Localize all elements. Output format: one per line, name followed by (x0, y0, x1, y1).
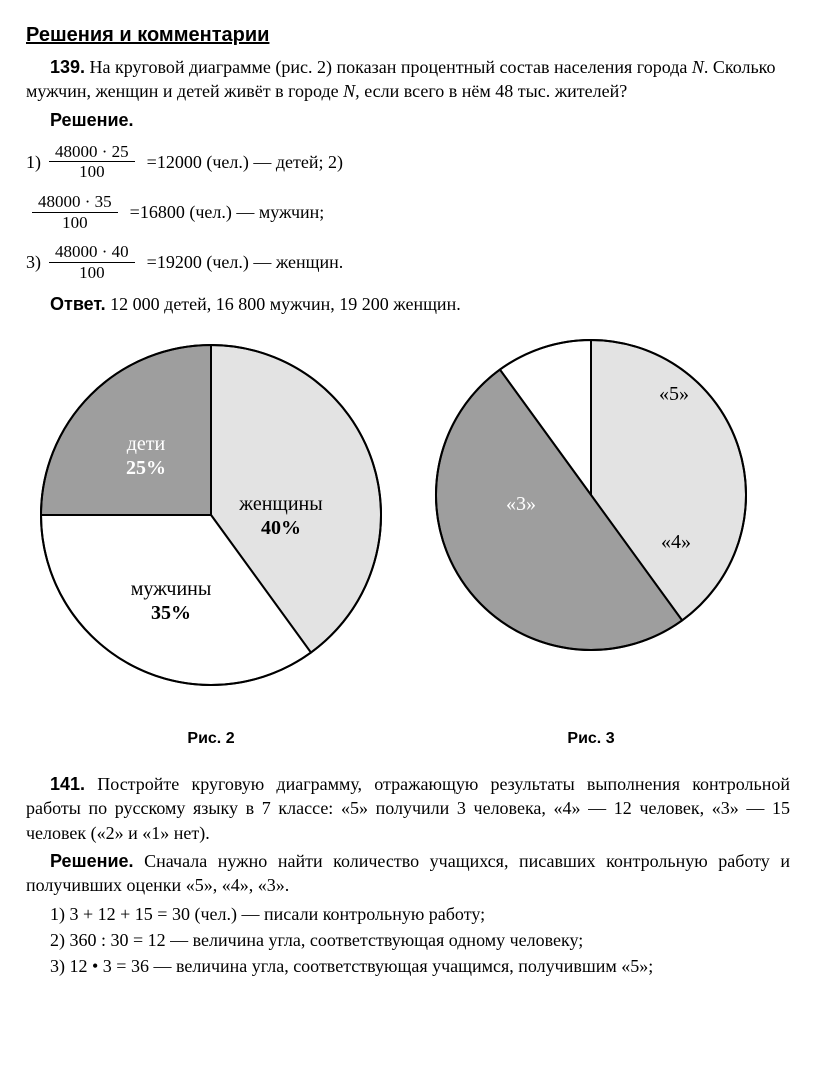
svg-text:дети: дети (127, 433, 166, 455)
problem-141-number: 141. (50, 774, 85, 794)
problem-141: 141. Постройте круговую диаграмму, отраж… (26, 772, 790, 845)
svg-text:35%: 35% (151, 602, 191, 624)
svg-text:мужчины: мужчины (131, 578, 212, 600)
step-2-fraction: 48000 · 35 100 (32, 192, 118, 232)
caption-2: Рис. 3 (426, 728, 756, 750)
step-3-index: 3) (26, 250, 41, 274)
step-2: 48000 · 35 100 =16800 (чел.) — мужчин; (26, 192, 790, 232)
chart-2-wrap: «5» «4» «3» (426, 330, 756, 700)
chart-1-wrap: дети25% женщины40% мужчины35% (26, 330, 396, 700)
sol2-line-2: 2) 360 : 30 = 12 — величина угла, соотве… (50, 928, 790, 952)
page-title: Решения и комментарии (26, 22, 790, 49)
problem-139: 139. На круговой диаграмме (рис. 2) пока… (26, 55, 790, 104)
charts-row: дети25% женщины40% мужчины35% «5» «4» «3» (26, 330, 790, 700)
svg-text:«5»: «5» (659, 383, 689, 405)
step-2-result: =16800 (чел.) — мужчин; (130, 200, 325, 224)
problem-139-number: 139. (50, 57, 85, 77)
solution-2: Решение. Сначала нужно найти количество … (26, 849, 790, 898)
svg-text:40%: 40% (261, 517, 301, 539)
sol2-line-3: 3) 12 • 3 = 36 — величина угла, соответс… (50, 954, 790, 978)
pie-chart-2: «5» «4» «3» (426, 330, 756, 660)
step-1-result: =12000 (чел.) — детей; 2) (147, 150, 343, 174)
step-3-result: =19200 (чел.) — женщин. (147, 250, 344, 274)
svg-text:«3»: «3» (506, 493, 536, 515)
step-1: 1) 48000 · 25 100 =12000 (чел.) — детей;… (26, 142, 790, 182)
svg-text:25%: 25% (126, 457, 166, 479)
solution-label: Решение. (26, 108, 790, 132)
step-1-index: 1) (26, 150, 41, 174)
svg-text:женщины: женщины (238, 493, 322, 515)
captions-row: Рис. 2 Рис. 3 (26, 728, 790, 750)
sol2-line-1: 1) 3 + 12 + 15 = 30 (чел.) — писали конт… (50, 902, 790, 926)
step-1-fraction: 48000 · 25 100 (49, 142, 135, 182)
answer-line: Ответ. 12 000 детей, 16 800 мужчин, 19 2… (26, 292, 790, 316)
step-3-fraction: 48000 · 40 100 (49, 242, 135, 282)
pie-chart-1: дети25% женщины40% мужчины35% (26, 330, 396, 700)
caption-1: Рис. 2 (26, 728, 396, 750)
step-3: 3) 48000 · 40 100 =19200 (чел.) — женщин… (26, 242, 790, 282)
svg-text:«4»: «4» (661, 531, 691, 553)
